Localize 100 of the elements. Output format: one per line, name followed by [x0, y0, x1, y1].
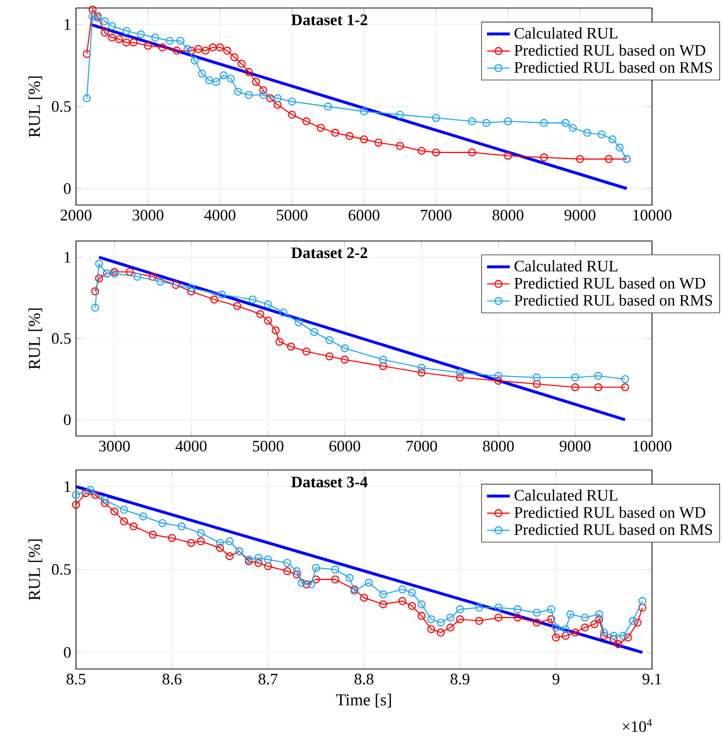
x-tick-label: 9.1: [642, 674, 662, 685]
point: [254, 558, 262, 567]
point: [583, 128, 592, 137]
point: [325, 352, 334, 360]
point: [130, 38, 138, 46]
point: [264, 556, 272, 564]
point: [120, 517, 128, 526]
point: [82, 94, 91, 102]
point: [187, 46, 196, 55]
point: [226, 537, 234, 546]
point: [634, 618, 642, 627]
point: [122, 26, 130, 35]
y-tick-label: 1: [64, 252, 70, 263]
legend-label: Calculated RUL: [514, 490, 618, 501]
point: [194, 45, 202, 54]
legend-label: Predictied RUL based on WD: [514, 277, 706, 289]
point: [276, 338, 284, 346]
point: [158, 43, 166, 52]
x-tick-label: 3000: [132, 210, 164, 220]
point: [432, 114, 440, 122]
point: [595, 615, 604, 624]
x-tick-label: 9000: [560, 440, 591, 452]
point: [259, 86, 268, 94]
point: [590, 620, 598, 628]
point: [288, 98, 296, 106]
point: [456, 605, 464, 614]
point: [494, 614, 502, 622]
point: [604, 155, 613, 164]
point: [595, 610, 604, 618]
point: [427, 615, 436, 624]
point: [254, 554, 262, 562]
point: [571, 628, 580, 637]
point: [610, 635, 618, 644]
point: [312, 564, 320, 572]
chart-title: Dataset 3-4: [291, 476, 368, 488]
point: [600, 628, 608, 637]
point: [210, 295, 218, 304]
point: [82, 50, 91, 58]
point: [252, 78, 260, 86]
point: [244, 91, 253, 100]
point: [272, 326, 280, 334]
point: [418, 600, 426, 608]
point: [576, 155, 584, 164]
point: [468, 117, 476, 126]
point: [566, 610, 574, 618]
y-tick-label: 0: [64, 414, 71, 426]
point: [580, 624, 589, 632]
x-tick-label: 10000: [633, 210, 672, 220]
point: [248, 295, 257, 304]
point: [418, 612, 426, 620]
point: [196, 529, 205, 538]
point: [432, 148, 440, 156]
y-tick-label: 0: [64, 183, 71, 194]
x-tick-label: 8.8: [354, 674, 374, 685]
point: [198, 70, 206, 78]
point: [287, 342, 296, 351]
x-tick-label: 4000: [204, 210, 236, 220]
point: [292, 567, 301, 576]
point: [468, 148, 476, 156]
point: [494, 372, 502, 380]
point: [562, 632, 570, 640]
point: [302, 117, 310, 126]
point: [494, 604, 502, 612]
point: [540, 118, 548, 127]
point: [226, 74, 235, 83]
x-tick-label: 9: [552, 674, 560, 684]
point: [256, 310, 264, 318]
point: [514, 605, 522, 614]
point: [594, 372, 602, 380]
x-tick-label: 8000: [483, 440, 514, 452]
point: [294, 318, 303, 326]
point: [100, 496, 109, 504]
point: [312, 575, 320, 584]
point: [172, 46, 181, 55]
legend-label: Predictied RUL based on RMS: [514, 294, 712, 306]
point: [91, 490, 100, 499]
y-axis-title: RUL [%]: [28, 540, 42, 600]
point: [540, 153, 548, 162]
point: [202, 46, 210, 55]
point: [594, 383, 602, 392]
point: [244, 68, 253, 76]
point: [279, 308, 288, 316]
x-tick-label: 8.9: [450, 674, 470, 685]
point: [122, 38, 130, 46]
point: [156, 278, 164, 286]
legend-label: Calculated RUL: [514, 260, 618, 272]
point: [126, 268, 134, 276]
point: [418, 146, 426, 155]
point: [233, 302, 242, 310]
point: [379, 590, 388, 598]
point: [331, 575, 340, 584]
point: [86, 486, 94, 494]
point: [446, 624, 454, 632]
point: [436, 618, 445, 627]
point: [136, 30, 145, 38]
point: [307, 580, 316, 588]
y-tick-label: 1: [64, 481, 70, 492]
point: [234, 88, 242, 96]
point: [494, 376, 502, 385]
point: [259, 91, 268, 100]
